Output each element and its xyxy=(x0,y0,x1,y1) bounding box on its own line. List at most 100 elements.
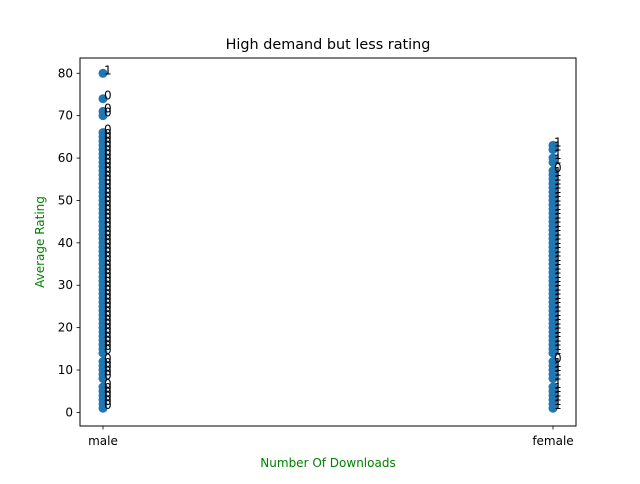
data-point-label: 0 xyxy=(104,398,112,412)
data-point-label: 1 xyxy=(554,207,562,221)
data-point-label: 0 xyxy=(104,233,112,247)
data-point-label: 0 xyxy=(104,301,112,315)
data-point-label: 1 xyxy=(554,322,562,336)
data-point-label: 1 xyxy=(554,292,562,306)
data-point-label: 1 xyxy=(554,216,562,230)
data-point-label: 0 xyxy=(104,394,112,408)
data-point-label: 1 xyxy=(554,203,562,217)
chart-title: High demand but less rating xyxy=(226,37,431,53)
data-point-label: 0 xyxy=(104,148,112,162)
data-point-label: 1 xyxy=(104,63,112,77)
data-point-label: 0 xyxy=(104,322,112,336)
data-point-label: 1 xyxy=(554,301,562,315)
y-tick-label: 10 xyxy=(58,363,73,377)
data-point-label: 0 xyxy=(104,343,112,357)
data-point-label: 0 xyxy=(104,212,112,226)
data-point-label: 1 xyxy=(554,267,562,281)
data-point-label: 0 xyxy=(104,127,112,141)
data-point-label: 0 xyxy=(104,216,112,230)
data-point-label: 0 xyxy=(104,106,112,120)
data-point-label: 0 xyxy=(104,313,112,327)
data-point-label: 1 xyxy=(554,258,562,272)
data-point-label: 1 xyxy=(554,229,562,243)
data-point-label: 1 xyxy=(554,284,562,298)
data-point-label: 0 xyxy=(104,157,112,171)
data-point-label: 0 xyxy=(104,296,112,310)
data-point-label: 0 xyxy=(104,326,112,340)
data-point-label: 0 xyxy=(104,305,112,319)
data-point-label: 1 xyxy=(554,271,562,285)
data-point xyxy=(98,374,108,384)
data-point-label: 0 xyxy=(104,339,112,353)
y-tick-label: 70 xyxy=(58,109,73,123)
data-point-label: 1 xyxy=(554,263,562,277)
data-point-label: 1 xyxy=(554,140,562,154)
data-point-label: 0 xyxy=(104,140,112,154)
data-point-label: 0 xyxy=(104,220,112,234)
data-point-label: 0 xyxy=(104,169,112,183)
data-point-label: 1 xyxy=(554,339,562,353)
data-point-label: 1 xyxy=(554,296,562,310)
data-point xyxy=(98,111,108,121)
data-point-label: 0 xyxy=(104,381,112,395)
data-point-label: 0 xyxy=(104,279,112,293)
data-point-label: 0 xyxy=(104,144,112,158)
data-point-label: 1 xyxy=(554,318,562,332)
data-point-label: 1 xyxy=(554,178,562,192)
data-point-label: 1 xyxy=(554,186,562,200)
data-point-label: 1 xyxy=(554,173,562,187)
data-point-label: 1 xyxy=(554,313,562,327)
y-tick-label: 80 xyxy=(58,66,73,80)
data-point-label: 1 xyxy=(554,182,562,196)
data-point-label: 1 xyxy=(554,241,562,255)
data-point-label: 0 xyxy=(104,364,112,378)
data-point-label: 0 xyxy=(104,199,112,213)
data-point-label: 1 xyxy=(554,385,562,399)
data-point xyxy=(98,348,108,358)
data-point-label: 0 xyxy=(104,161,112,175)
data-point-label: 1 xyxy=(554,381,562,395)
data-point-label: 1 xyxy=(554,275,562,289)
data-point-label: 0 xyxy=(104,101,112,115)
x-axis-label: Number Of Downloads xyxy=(260,456,395,470)
data-point-label: 0 xyxy=(104,385,112,399)
data-point-label: 0 xyxy=(104,377,112,391)
data-point-label: 1 xyxy=(554,326,562,340)
data-point-label: 0 xyxy=(104,330,112,344)
data-point-label: 0 xyxy=(104,288,112,302)
data-point-label: 0 xyxy=(104,390,112,404)
data-point-label: 1 xyxy=(554,390,562,404)
x-tick-label: female xyxy=(532,434,573,448)
data-point-label: 1 xyxy=(554,394,562,408)
data-point-label: 0 xyxy=(104,190,112,204)
data-point-label: 0 xyxy=(104,207,112,221)
data-point-label: 0 xyxy=(104,292,112,306)
data-point-label: 1 xyxy=(554,190,562,204)
y-tick-label: 50 xyxy=(58,193,73,207)
data-point-label: 0 xyxy=(104,254,112,268)
data-point-label: 0 xyxy=(104,271,112,285)
data-point-label: 1 xyxy=(554,246,562,260)
y-tick-label: 40 xyxy=(58,236,73,250)
data-point-label: 0 xyxy=(104,152,112,166)
data-point-label: 0 xyxy=(104,318,112,332)
data-point-label: 0 xyxy=(104,182,112,196)
y-tick-label: 60 xyxy=(58,151,73,165)
data-point xyxy=(548,157,558,167)
y-tick-label: 20 xyxy=(58,321,73,335)
data-point xyxy=(98,94,108,104)
data-point xyxy=(548,403,558,413)
data-point-label: 0 xyxy=(104,309,112,323)
data-point-label: 0 xyxy=(104,131,112,145)
data-point-label: 1 xyxy=(554,169,562,183)
data-point xyxy=(98,403,108,413)
data-point-label: 1 xyxy=(554,309,562,323)
data-point-label: 0 xyxy=(104,241,112,255)
x-axis: male female xyxy=(88,426,574,448)
data-point-label: 1 xyxy=(554,343,562,357)
plot-area-frame xyxy=(79,57,577,427)
data-point-label: 0 xyxy=(104,335,112,349)
data-point-label: 0 xyxy=(104,237,112,251)
